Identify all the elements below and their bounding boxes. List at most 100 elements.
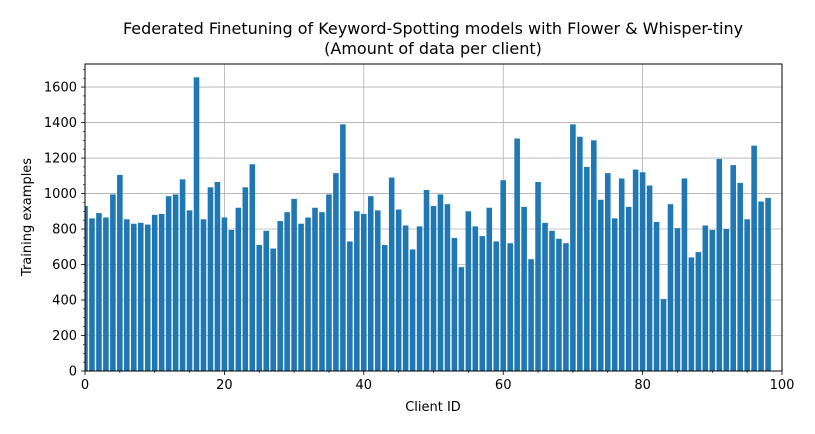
bar [549, 230, 555, 371]
bar [354, 211, 360, 371]
bar [430, 205, 437, 371]
x-tick-label: 80 [634, 378, 651, 393]
bar [465, 211, 472, 371]
bar [151, 214, 158, 371]
chart-title-line1: Federated Finetuning of Keyword-Spotting… [123, 19, 743, 38]
bar [402, 225, 409, 371]
bar [674, 228, 681, 371]
y-tick-label: 1200 [44, 152, 77, 167]
chart-title-line2: (Amount of data per client) [324, 39, 542, 58]
bar [744, 219, 750, 371]
bar [172, 194, 179, 371]
bar [110, 194, 116, 371]
bar [591, 140, 597, 371]
bar [632, 169, 639, 371]
bar [200, 219, 207, 371]
bar [367, 196, 374, 371]
bar [535, 182, 541, 371]
bar [89, 218, 95, 371]
bar [751, 145, 757, 371]
bar [207, 187, 214, 371]
bar [256, 245, 263, 371]
bar [284, 212, 290, 371]
bar [653, 221, 660, 371]
bar [291, 198, 297, 371]
bar [423, 189, 430, 371]
bar [584, 166, 590, 371]
bar [723, 229, 730, 371]
bar [409, 249, 416, 371]
bar [117, 174, 123, 371]
bar [158, 213, 165, 371]
bar [214, 182, 221, 371]
y-tick-label: 800 [52, 223, 77, 238]
x-tick-label: 60 [495, 378, 512, 393]
bar [388, 177, 395, 371]
bar [249, 164, 256, 371]
y-tick-label: 0 [69, 365, 77, 380]
bar [660, 299, 667, 371]
bar [765, 197, 771, 371]
bar [361, 213, 367, 371]
y-tick-label: 1000 [44, 187, 77, 202]
bar [597, 199, 604, 371]
bar [333, 173, 339, 371]
bar [277, 221, 283, 371]
bar [381, 245, 388, 371]
bar [416, 226, 423, 371]
bar [500, 180, 506, 371]
bar [144, 224, 151, 371]
x-tick-label: 0 [81, 378, 89, 393]
bar [688, 257, 695, 371]
bar [563, 243, 569, 371]
bar [702, 225, 709, 371]
bars [85, 77, 771, 371]
bar [319, 212, 325, 371]
bar [228, 229, 235, 371]
y-tick-label: 600 [52, 258, 77, 273]
bar [437, 194, 444, 371]
bar [542, 222, 548, 371]
bar [124, 219, 130, 371]
bar [451, 237, 458, 371]
x-axis-label: Client ID [405, 400, 461, 415]
bar [646, 185, 653, 371]
y-tick-label: 400 [52, 294, 77, 309]
bar [514, 138, 520, 371]
bar [479, 236, 486, 371]
bar [611, 218, 618, 371]
bar [709, 229, 716, 371]
bar [312, 207, 318, 371]
bar [221, 217, 228, 371]
bar [507, 243, 513, 371]
bar [374, 210, 381, 371]
bar [326, 194, 332, 371]
bar [179, 179, 186, 371]
bar [235, 207, 242, 371]
bar [137, 222, 144, 371]
bar [395, 209, 402, 371]
bar [730, 165, 736, 371]
axes [81, 63, 783, 375]
bar [486, 207, 493, 371]
bar [556, 238, 562, 371]
bar [493, 241, 500, 371]
bar [444, 204, 451, 371]
bar [716, 158, 723, 371]
bar [186, 210, 193, 371]
bar [131, 223, 137, 371]
bar [577, 136, 583, 371]
bar [528, 259, 534, 371]
bar [604, 173, 611, 371]
bar [737, 182, 743, 371]
bar [305, 217, 311, 371]
bar [347, 241, 353, 371]
y-tick-label: 200 [52, 329, 77, 344]
bar [165, 196, 172, 371]
bar [298, 223, 304, 371]
bar [625, 206, 632, 371]
y-tick-label: 1600 [44, 81, 77, 96]
x-tick-label: 40 [356, 378, 373, 393]
bar [695, 252, 702, 371]
